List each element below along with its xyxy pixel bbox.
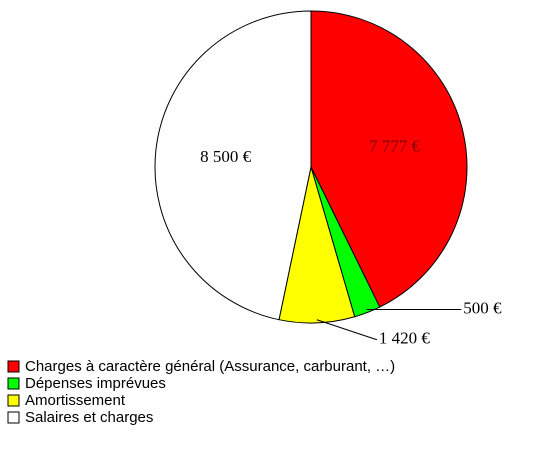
legend-swatch — [7, 360, 20, 373]
legend-label: Charges à caractère général (Assurance, … — [25, 358, 395, 375]
slice-label: 7 777 € — [369, 137, 421, 156]
slice-label: 1 420 € — [379, 329, 431, 348]
pie-slice — [310, 10, 468, 308]
pie-slice — [154, 10, 312, 321]
slice-label: 500 € — [463, 298, 502, 317]
legend-label: Dépenses imprévues — [25, 375, 166, 392]
slice-label: 8 500 € — [200, 147, 252, 166]
legend-swatch — [7, 411, 20, 424]
legend-swatch — [7, 394, 20, 407]
legend-label: Salaires et charges — [25, 409, 153, 426]
legend-swatch — [7, 377, 20, 390]
legend-label: Amortissement — [25, 392, 126, 409]
leader-line — [316, 319, 378, 341]
